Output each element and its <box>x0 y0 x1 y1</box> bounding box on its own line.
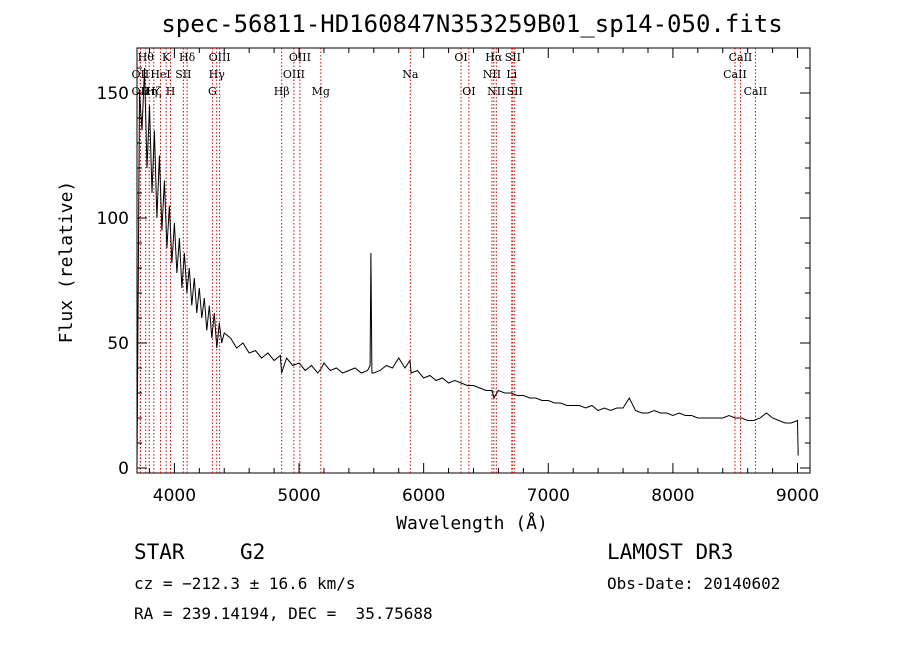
y-axis-label: Flux (relative) <box>56 181 77 344</box>
y-tick-label: 100 <box>97 209 129 229</box>
spectral-line-label: K <box>162 51 171 64</box>
spectral-line-label: HeI <box>150 68 170 81</box>
spectral-line-label: CaII <box>729 51 753 64</box>
spectral-line-label: G <box>208 85 217 98</box>
x-axis-label: Wavelength (Å) <box>396 512 548 534</box>
spectral-line-label: Li <box>506 68 517 81</box>
spectral-line-label: Hγ <box>209 68 226 81</box>
spectral-line-label: NII <box>487 85 505 98</box>
x-tick-label: 6000 <box>402 486 445 506</box>
spectral-line-markers <box>139 48 756 473</box>
spectral-line-label: OIII <box>209 51 231 64</box>
observation-date: Obs-Date: 20140602 <box>607 574 781 593</box>
spectral-line-label: OII <box>132 68 150 81</box>
y-tick-label: 0 <box>118 459 129 479</box>
spectral-line-label: Hδ <box>179 51 196 64</box>
spectral-line-label: SII <box>175 68 191 81</box>
y-tick-label: 150 <box>97 84 129 104</box>
spectral-line-label: SII <box>505 51 521 64</box>
y-tick-label: 50 <box>107 334 129 354</box>
spectrum-series-line <box>136 67 799 469</box>
spectral-line-label: OI <box>462 85 475 98</box>
plot-frame <box>136 47 811 474</box>
spectral-line-label: CaII <box>744 85 768 98</box>
x-tick-label: 4000 <box>153 486 196 506</box>
spectral-line-label: SII <box>507 85 523 98</box>
spectral-line-label: Hα <box>485 51 503 64</box>
spectral-line-label: Hζ <box>146 85 162 98</box>
spectral-line-label: Mg <box>312 85 330 98</box>
spectral-line-labels: OIIOIIHθHηHζHeIKHSIIHδGHγOIIIHβOIIIOIIIM… <box>132 51 768 98</box>
survey-name: LAMOST DR3 <box>607 540 734 564</box>
object-class: STAR <box>134 540 185 564</box>
spectral-line-label: OIII <box>283 68 305 81</box>
x-tick-label: 7000 <box>527 486 570 506</box>
chart-title: spec-56811-HD160847N353259B01_sp14-050.f… <box>161 10 782 38</box>
x-tick-label: 8000 <box>651 486 694 506</box>
object-subclass: G2 <box>240 540 266 564</box>
y-axis-ticks: 0 50 100 150 <box>97 67 810 479</box>
spectral-line-label: Hθ <box>138 51 155 64</box>
x-tick-label: 5000 <box>277 486 320 506</box>
x-tick-label: 9000 <box>776 486 819 506</box>
spectral-line-label: OI <box>454 51 467 64</box>
spectral-line-label: CaII <box>723 68 747 81</box>
x-axis-ticks: 4000 5000 6000 7000 8000 9000 <box>148 48 819 506</box>
sky-coordinates: RA = 239.14194, DEC = 35.75688 <box>134 604 433 623</box>
spectral-line-label: Hβ <box>274 85 290 98</box>
spectral-line-label: Na <box>402 68 419 81</box>
spectral-line-label: H <box>166 85 176 98</box>
spectral-line-label: OIII <box>289 51 311 64</box>
spectral-line-label: NII <box>483 68 501 81</box>
redshift-velocity: cz = −212.3 ± 16.6 km/s <box>134 574 356 593</box>
